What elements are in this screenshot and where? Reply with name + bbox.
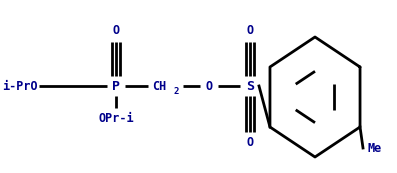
Text: OPr-i: OPr-i (98, 112, 134, 125)
Text: P: P (112, 80, 120, 93)
Text: S: S (246, 80, 254, 93)
Text: Me: Me (368, 142, 382, 154)
Text: i-PrO: i-PrO (2, 80, 38, 93)
Text: O: O (247, 135, 254, 148)
Text: CH: CH (152, 80, 166, 93)
Text: O: O (112, 24, 119, 37)
Text: O: O (205, 80, 212, 93)
Text: O: O (247, 24, 254, 37)
Text: 2: 2 (174, 86, 179, 95)
